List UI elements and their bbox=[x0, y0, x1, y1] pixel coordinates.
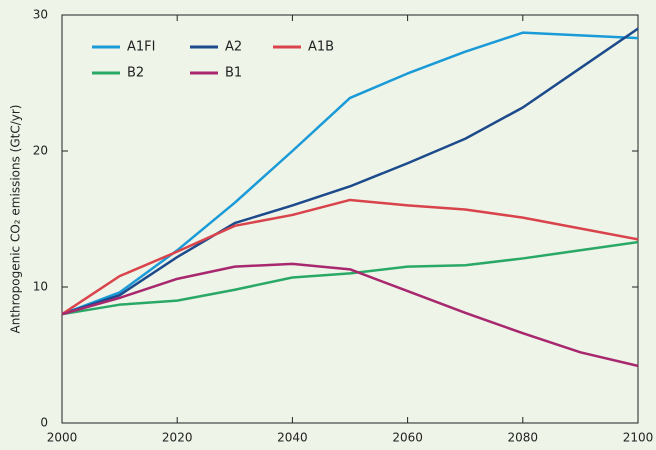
y-tick-label: 20 bbox=[33, 144, 48, 158]
y-tick-label: 30 bbox=[33, 8, 48, 22]
y-tick-label: 0 bbox=[40, 416, 48, 430]
legend-text: A1FI bbox=[127, 40, 155, 55]
legend-text: A2 bbox=[225, 40, 242, 55]
x-tick-label: 2020 bbox=[162, 431, 193, 445]
legend-text: B1 bbox=[225, 66, 242, 81]
series-line bbox=[61, 198, 639, 316]
series-line bbox=[61, 27, 639, 316]
y-tick-label: 10 bbox=[33, 280, 48, 294]
series-line bbox=[61, 262, 639, 368]
x-tick-label: 2100 bbox=[623, 431, 654, 445]
x-tick-label: 2040 bbox=[277, 431, 308, 445]
plot-frame bbox=[61, 14, 639, 424]
legend-text: B2 bbox=[127, 66, 144, 81]
series-line bbox=[61, 31, 639, 316]
x-tick-label: 2000 bbox=[47, 431, 78, 445]
x-tick-label: 2080 bbox=[508, 431, 539, 445]
legend-text: A1B bbox=[308, 40, 334, 55]
series-line bbox=[61, 240, 639, 316]
x-tick-label: 2060 bbox=[392, 431, 423, 445]
y-axis-label: Anthropogenic CO₂ emissions (GtC/yr) bbox=[9, 105, 23, 334]
